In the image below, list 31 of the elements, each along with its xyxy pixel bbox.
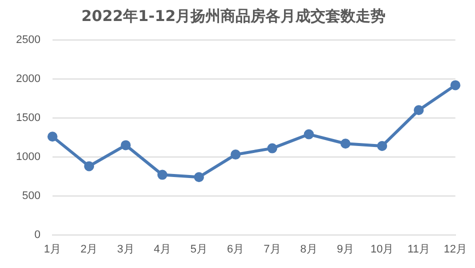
y-tick-label: 500 bbox=[22, 190, 40, 202]
point bbox=[267, 143, 278, 154]
x-tick-label: 12月 bbox=[444, 243, 468, 256]
point bbox=[340, 138, 350, 149]
point bbox=[84, 161, 94, 172]
x-tick-label: 6月 bbox=[227, 243, 244, 256]
y-tick-label: 2000 bbox=[16, 72, 40, 85]
y-tick-label: 1500 bbox=[16, 112, 40, 124]
point bbox=[194, 172, 204, 182]
chart-title: 2022年1-12月扬州商品房各月成交套数走势 bbox=[81, 6, 386, 25]
y-tick-label: 2500 bbox=[16, 34, 40, 46]
x-tick-label: 9月 bbox=[336, 243, 354, 256]
x-tick-label: 3月 bbox=[117, 243, 134, 256]
point bbox=[304, 129, 314, 140]
y-tick-label: 0 bbox=[34, 228, 40, 241]
x-tick-label: 10月 bbox=[370, 243, 394, 256]
y-tick-label: 1000 bbox=[16, 150, 40, 163]
x-tick-label: 4月 bbox=[154, 243, 171, 256]
x-tick-label: 8月 bbox=[300, 243, 318, 256]
x-tick-label: 11月 bbox=[408, 243, 430, 256]
x-tick-label: 2月 bbox=[80, 243, 98, 256]
point bbox=[157, 170, 168, 180]
point bbox=[230, 150, 241, 160]
point bbox=[120, 140, 131, 150]
point bbox=[450, 80, 460, 90]
point bbox=[377, 140, 388, 151]
x-tick-label: 7月 bbox=[264, 243, 281, 256]
point bbox=[414, 105, 424, 116]
x-tick-label: 1月 bbox=[44, 243, 62, 256]
point bbox=[47, 132, 58, 142]
x-tick-label: 5月 bbox=[190, 243, 208, 256]
